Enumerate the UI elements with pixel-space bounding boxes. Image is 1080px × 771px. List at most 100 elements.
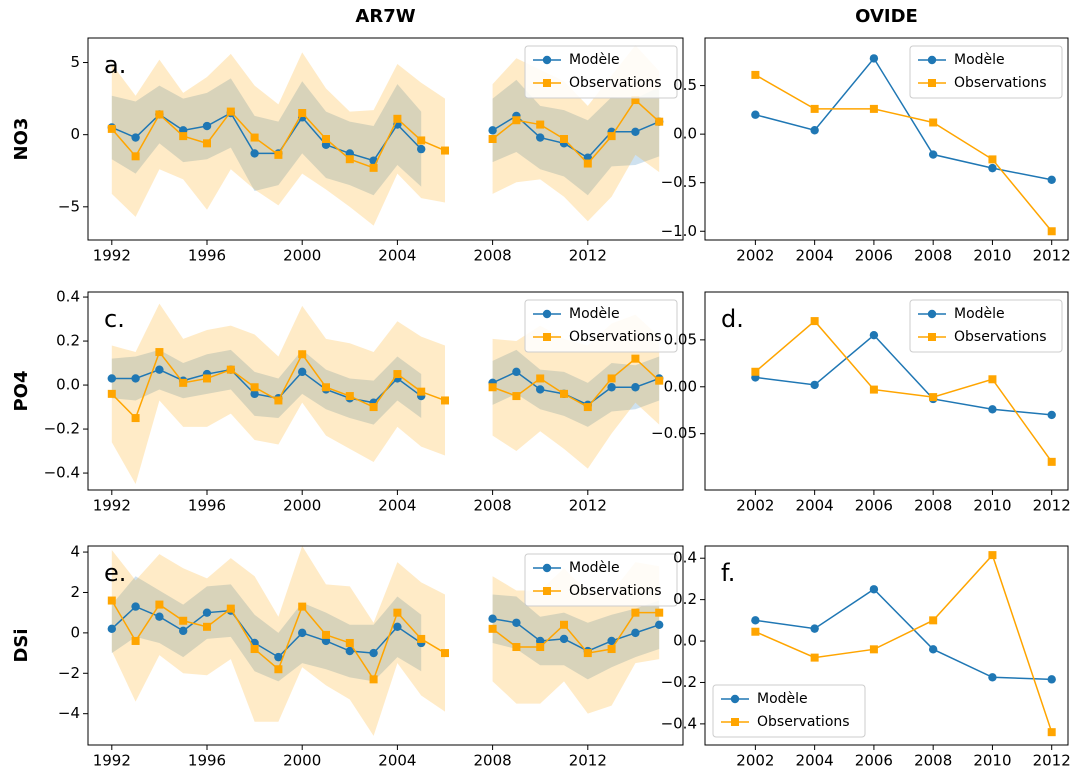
legend-label: Observations bbox=[954, 75, 1047, 91]
marker bbox=[298, 367, 307, 377]
legend-label: Observations bbox=[954, 329, 1047, 345]
column-title: OVIDE bbox=[855, 6, 918, 27]
marker bbox=[226, 604, 235, 613]
legend-marker bbox=[542, 563, 552, 573]
series-line bbox=[755, 74, 1053, 232]
marker bbox=[607, 374, 616, 383]
marker bbox=[560, 135, 568, 143]
marker bbox=[869, 54, 879, 63]
marker bbox=[869, 645, 878, 654]
marker bbox=[1047, 675, 1056, 684]
marker bbox=[298, 602, 307, 611]
marker bbox=[417, 136, 426, 145]
marker bbox=[810, 317, 819, 326]
marker bbox=[203, 139, 211, 148]
marker bbox=[131, 152, 140, 161]
legend-marker bbox=[927, 309, 937, 319]
marker bbox=[226, 365, 235, 374]
marker bbox=[869, 330, 879, 340]
series-line bbox=[755, 553, 1053, 733]
marker bbox=[250, 389, 259, 399]
y-tick-label: 0.5 bbox=[673, 76, 697, 94]
panel: −0.4 −0.2 0.0 0.2 0.4 2002 2004 2006 2008 2010 201… bbox=[661, 545, 1071, 770]
legend: Modèle Observations bbox=[712, 684, 866, 738]
legend-label: Modèle bbox=[954, 306, 1005, 322]
y-tick-label: 0.00 bbox=[664, 377, 697, 395]
marker bbox=[441, 649, 449, 658]
row-label: DSi bbox=[11, 628, 32, 662]
plot-area bbox=[751, 54, 1056, 236]
y-tick-label: 0.2 bbox=[56, 332, 80, 350]
y-tick-label: −0.5 bbox=[661, 173, 697, 191]
y-tick-label: −0.4 bbox=[661, 714, 697, 732]
series-line bbox=[755, 334, 1052, 416]
y-tick-label: 0.4 bbox=[56, 288, 80, 306]
panel-letter: f. bbox=[721, 559, 735, 587]
x-tick-label: 2004 bbox=[378, 247, 416, 265]
axes-frame bbox=[704, 37, 1069, 241]
x-tick-label: 2004 bbox=[796, 247, 834, 265]
marker bbox=[928, 645, 938, 654]
marker bbox=[631, 127, 640, 136]
marker bbox=[369, 648, 378, 658]
marker bbox=[250, 133, 259, 142]
x-tick-label: 2012 bbox=[569, 752, 607, 770]
legend-marker bbox=[543, 587, 551, 595]
marker bbox=[536, 385, 545, 394]
x-tick-label: 2008 bbox=[914, 497, 952, 515]
marker bbox=[607, 645, 616, 654]
marker bbox=[203, 374, 211, 383]
marker bbox=[179, 132, 188, 141]
marker bbox=[274, 150, 283, 159]
marker bbox=[869, 585, 879, 594]
marker bbox=[369, 675, 378, 684]
legend-marker bbox=[927, 55, 937, 65]
y-tick-label: 2 bbox=[70, 583, 80, 601]
marker bbox=[488, 614, 497, 623]
marker bbox=[512, 392, 521, 401]
x-tick-label: 1992 bbox=[93, 752, 131, 770]
panel: −0.05 0.00 0.05 2002 2004 2006 2008 2010 2012 d. M… bbox=[651, 291, 1071, 515]
marker bbox=[417, 634, 426, 643]
marker bbox=[1047, 457, 1056, 466]
spread-band bbox=[492, 314, 660, 469]
legend-box bbox=[909, 45, 1063, 99]
y-tick-label: −4 bbox=[58, 704, 80, 722]
marker bbox=[810, 380, 819, 390]
legend-box bbox=[524, 45, 678, 99]
marker bbox=[988, 375, 997, 384]
legend-label: Modèle bbox=[569, 52, 620, 68]
x-tick-label: 2012 bbox=[569, 247, 607, 265]
marker bbox=[655, 608, 664, 617]
marker bbox=[607, 383, 616, 392]
legend-marker bbox=[543, 79, 551, 87]
panel-letter: a. bbox=[104, 51, 126, 79]
x-tick-label: 1992 bbox=[93, 247, 131, 265]
x-tick-label: 2000 bbox=[283, 752, 321, 770]
marker bbox=[488, 624, 497, 633]
marker bbox=[107, 124, 116, 133]
x-tick-label: 2008 bbox=[474, 752, 512, 770]
marker bbox=[131, 133, 140, 142]
marker bbox=[631, 383, 640, 392]
marker bbox=[536, 120, 545, 129]
marker bbox=[322, 135, 330, 143]
marker bbox=[250, 149, 259, 158]
panel-letter: e. bbox=[104, 559, 126, 587]
y-tick-label: 0 bbox=[70, 125, 80, 143]
y-tick-label: 0.2 bbox=[673, 590, 697, 608]
marker bbox=[560, 620, 568, 629]
marker bbox=[274, 396, 283, 405]
marker bbox=[536, 643, 545, 652]
x-tick-label: 1996 bbox=[188, 247, 226, 265]
marker bbox=[250, 383, 259, 392]
marker bbox=[869, 385, 878, 394]
spread-band bbox=[111, 546, 446, 736]
legend-label: Modèle bbox=[569, 306, 620, 322]
marker bbox=[810, 126, 819, 135]
marker bbox=[155, 365, 164, 374]
marker bbox=[929, 393, 938, 402]
marker bbox=[488, 126, 497, 135]
marker bbox=[928, 150, 938, 159]
marker bbox=[988, 673, 997, 682]
